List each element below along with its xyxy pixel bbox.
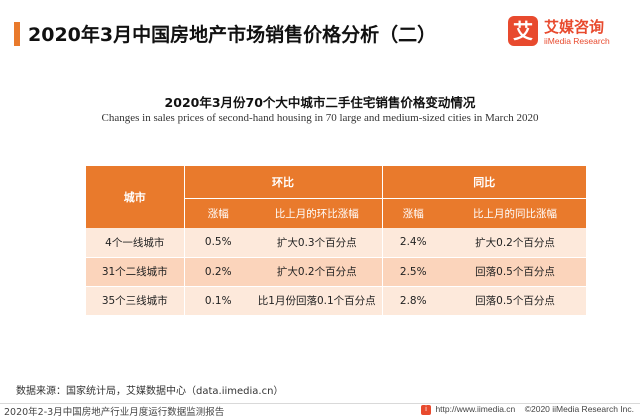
subheader-mom-rate: 涨幅 [207,207,229,220]
header-city: 城市 [86,166,185,228]
table-row: 31个二线城市 0.2% 扩大0.2个百分点 2.5% 回落0.5个百分点 [86,257,586,287]
header-yoy: 同比 [381,166,586,199]
cell-mom-change: 比1月份回落0.1个百分点 [252,286,382,316]
footer-logo-icon: i [421,404,432,415]
cell-yoy: 2.4% [381,228,444,258]
cell-city: 35个三线城市 [86,286,184,316]
cell-mom: 0.1% [183,286,252,316]
cell-mom-change: 扩大0.2个百分点 [252,257,382,287]
subheader-mom-change: 比上月的环比涨幅 [274,207,359,220]
table-title-en: Changes in sales prices of second-hand h… [101,112,539,124]
title-accent-bar [14,22,20,46]
cell-city: 4个一线城市 [86,228,184,258]
table-title-cn: 2020年3月份70个大中城市二手住宅销售价格变动情况 [164,95,476,110]
subheader-yoy-change: 比上月的同比涨幅 [473,207,557,220]
header-mom: 环比 [184,166,382,199]
price-change-table: 城市 环比 同比 涨幅 比上月的环比涨幅 涨幅 比上月的同比涨幅 4个一线城市 … [86,166,586,316]
footer-copyright: ©2020 iiMedia Research Inc. [524,404,634,414]
footer-divider [0,403,640,404]
cell-yoy: 2.5% [381,257,444,287]
cell-yoy: 2.8% [381,286,444,316]
table-row: 4个一线城市 0.5% 扩大0.3个百分点 2.4% 扩大0.2个百分点 [86,228,586,258]
iimedia-logo: 艾 艾媒咨询 iiMedia Research [508,16,626,50]
cell-mom-change: 扩大0.3个百分点 [252,228,382,258]
subheader-yoy-rate: 涨幅 [381,198,444,228]
cell-yoy-change: 扩大0.2个百分点 [444,228,586,258]
cell-mom: 0.2% [183,257,252,287]
logo-name-cn: 艾媒咨询 [544,18,605,36]
logo-mark-icon: 艾 [508,16,538,46]
logo-name-en: iiMedia Research [544,36,610,46]
cell-yoy-change: 回落0.5个百分点 [444,286,586,316]
footer-url[interactable]: http://www.iimedia.cn [435,404,516,414]
table-row: 35个三线城市 0.1% 比1月份回落0.1个百分点 2.8% 回落0.5个百分… [86,286,586,316]
cell-city: 31个二线城市 [86,257,184,287]
cell-mom: 0.5% [183,228,252,258]
footer-credits: i http://www.iimedia.cn ©2020 iiMedia Re… [421,404,634,415]
footer-report-name: 2020年2-3月中国房地产行业月度运行数据监测报告 [4,407,225,416]
cell-yoy-change: 回落0.5个百分点 [444,257,586,287]
data-source: 数据来源：国家统计局，艾媒数据中心（data.iimedia.cn） [16,386,284,397]
page-title: 2020年3月中国房地产市场销售价格分析（二） [28,24,437,46]
